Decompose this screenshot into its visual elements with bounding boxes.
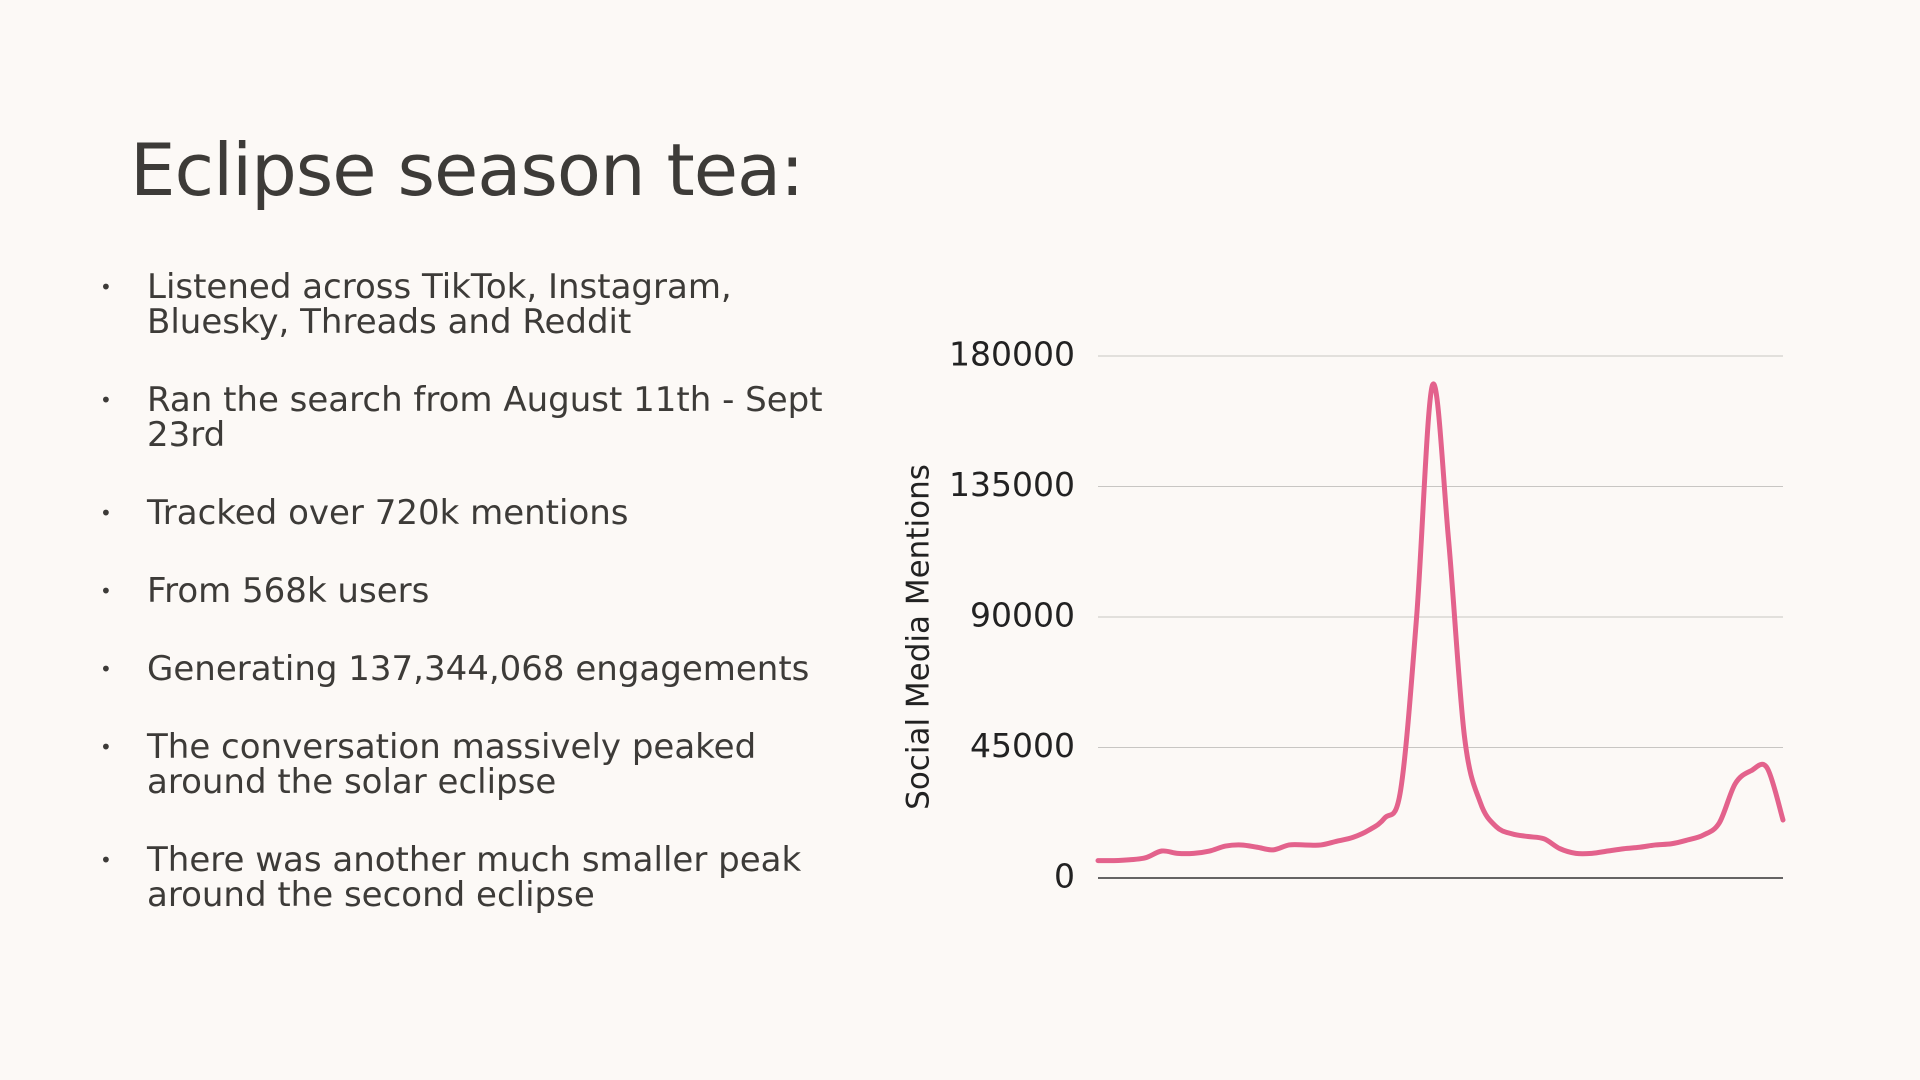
y-tick-label: 0 [1054,857,1075,896]
bullet: The conversation massively peaked around… [100,730,830,800]
bullet: Generating 137,344,068 engagements [100,652,830,688]
bullet: Tracked over 720k mentions [100,496,830,532]
y-tick-label: 90000 [970,596,1075,635]
bullet: Ran the search from August 11th - Sept 2… [100,383,830,453]
y-tick-label: 135000 [949,465,1075,504]
bullet: There was another much smaller peak arou… [100,843,830,913]
y-tick-label: 180000 [949,335,1075,374]
y-tick-label: 45000 [970,726,1075,765]
y-axis-label: Social Media Mentions [901,464,937,810]
bullet-list: Listened across TikTok, Instagram, Blues… [100,270,830,956]
bullet: From 568k users [100,574,830,610]
data-line [1095,381,1786,864]
bullet: Listened across TikTok, Instagram, Blues… [100,270,830,340]
slide-title: Eclipse season tea: [130,128,804,212]
